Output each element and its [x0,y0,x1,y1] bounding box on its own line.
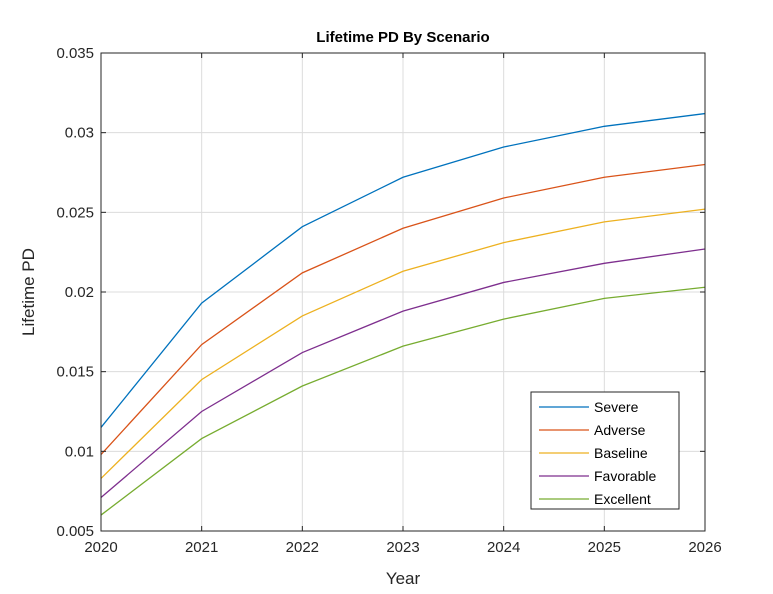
y-axis-label: Lifetime PD [19,248,38,336]
y-tick-label: 0.025 [56,204,94,221]
legend-label: Baseline [594,445,648,461]
x-tick-label: 2025 [588,539,621,556]
legend-label: Favorable [594,468,656,484]
legend-label: Excellent [594,491,651,507]
y-tick-label: 0.03 [65,125,94,142]
x-tick-label: 2024 [487,539,520,556]
x-tick-label: 2022 [286,539,319,556]
y-tick-label: 0.035 [56,45,94,62]
series-line-severe [100,112,706,428]
y-tick-label: 0.005 [56,523,94,540]
legend-label: Adverse [594,422,646,438]
series-line-excellent [100,286,706,516]
x-tick-label: 2021 [185,539,218,556]
legend-box [530,391,680,510]
y-tick-label: 0.01 [65,443,94,460]
x-tick-label: 2026 [688,539,721,556]
y-tick-label: 0.015 [56,364,94,381]
chart-title: Lifetime PD By Scenario [316,29,489,46]
y-tick-label: 0.02 [65,284,94,301]
legend: Severe Adverse Baseline Favorable Excellent [530,391,680,510]
x-axis-label: Year [386,569,421,588]
series-line-favorable [100,248,706,499]
legend-label: Severe [594,399,639,415]
x-tick-label: 2020 [84,539,117,556]
series-line-baseline [100,208,706,479]
x-tick-label: 2023 [386,539,419,556]
series-line-adverse [100,163,706,455]
